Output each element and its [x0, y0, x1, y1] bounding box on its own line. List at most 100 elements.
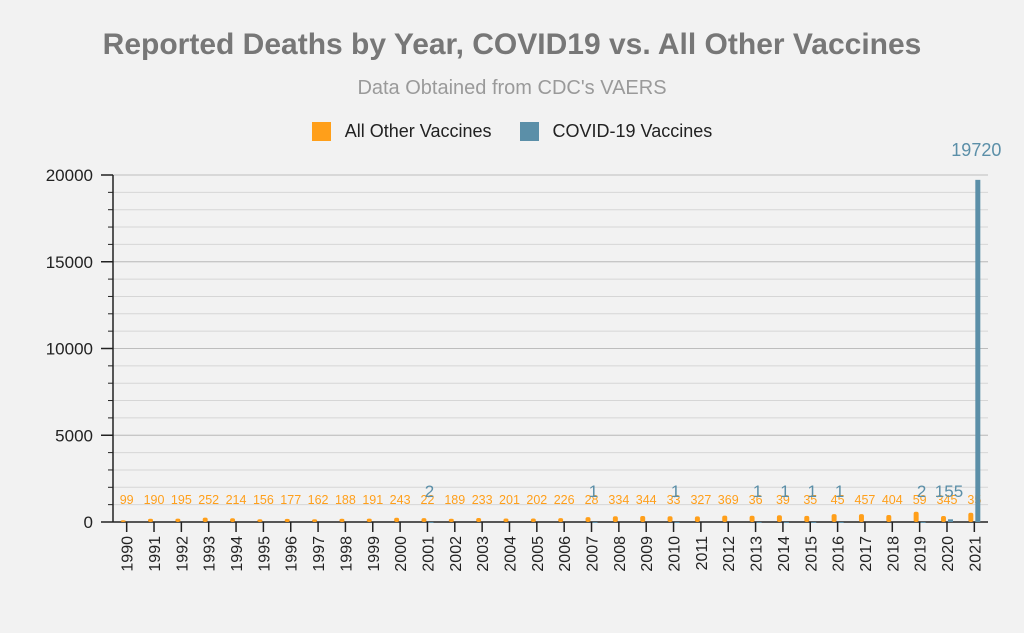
bar-covid — [920, 521, 926, 523]
bar-other — [284, 518, 290, 522]
x-tick-label: 2008 — [612, 536, 629, 572]
data-label-other: 28 — [585, 493, 599, 507]
bar-other — [394, 517, 400, 522]
y-tick-label: 5000 — [55, 426, 93, 445]
bar-other — [640, 516, 646, 522]
x-tick-label: 2009 — [639, 536, 656, 572]
bar-covid — [674, 521, 680, 523]
bar-covid — [428, 521, 434, 523]
bar-other — [968, 512, 974, 522]
x-tick-label: 2004 — [502, 536, 519, 572]
data-label-other: 404 — [882, 493, 903, 507]
x-tick-label: 1991 — [147, 536, 164, 572]
bar-covid — [975, 179, 981, 522]
data-label-other: 233 — [472, 493, 493, 507]
legend-swatch-covid — [519, 122, 539, 141]
bar-covid — [592, 521, 598, 523]
data-label-covid: 1 — [589, 482, 598, 501]
bar-other — [530, 518, 536, 522]
x-tick-label: 2001 — [420, 536, 437, 572]
data-label-other: 195 — [171, 493, 192, 507]
bar-other — [585, 517, 591, 522]
data-label-other: 345 — [937, 493, 958, 507]
data-label-other: 22 — [421, 493, 435, 507]
data-label-other: 177 — [280, 493, 301, 507]
bar-other — [148, 518, 154, 522]
bar-other — [230, 518, 236, 522]
data-label-other: 99 — [120, 493, 134, 507]
x-tick-label: 1992 — [174, 536, 191, 572]
bar-other — [722, 515, 728, 522]
bar-other — [858, 514, 864, 522]
x-tick-label: 2005 — [530, 536, 547, 572]
x-tick-label: 2018 — [885, 536, 902, 572]
x-tick-label: 2006 — [557, 536, 574, 572]
y-tick-label: 15000 — [46, 253, 93, 272]
x-tick-label: 2012 — [721, 536, 738, 572]
x-tick-label: 2020 — [940, 536, 957, 572]
data-label-covid: 1 — [753, 482, 762, 501]
data-label-other: 243 — [390, 493, 411, 507]
data-label-other: 327 — [690, 493, 711, 507]
data-label-other: 214 — [226, 493, 247, 507]
bar-other — [366, 518, 372, 522]
bar-other — [503, 518, 509, 522]
data-label-other: 226 — [554, 493, 575, 507]
x-tick-label: 2014 — [776, 536, 793, 572]
bar-other — [120, 520, 126, 522]
x-tick-label: 2010 — [667, 536, 684, 572]
bar-other — [476, 517, 482, 522]
x-tick-label: 1993 — [202, 536, 219, 572]
legend-label-covid: COVID-19 Vaccines — [552, 121, 713, 141]
x-tick-label: 2013 — [749, 536, 766, 572]
x-tick-label: 2016 — [831, 536, 848, 572]
data-label-covid: 155 — [935, 482, 963, 501]
bar-covid — [838, 521, 844, 523]
legend-item-covid[interactable]: COVID-19 Vaccines — [519, 121, 713, 142]
x-tick-label: 2003 — [475, 536, 492, 572]
y-tick-label: 10000 — [46, 340, 93, 359]
x-tick-label: 2017 — [858, 536, 875, 572]
bar-covid — [783, 521, 789, 523]
data-label-other: 33 — [667, 493, 681, 507]
bar-other — [749, 515, 755, 522]
data-label-other: 190 — [144, 493, 165, 507]
data-label-other: 191 — [362, 493, 383, 507]
data-label-covid: 1 — [671, 482, 680, 501]
x-tick-label: 2011 — [694, 536, 711, 571]
bar-other — [257, 519, 263, 522]
legend-item-other[interactable]: All Other Vaccines — [311, 121, 492, 142]
data-label-other: 156 — [253, 493, 274, 507]
x-tick-label: 1996 — [284, 536, 301, 572]
data-label-other: 39 — [776, 493, 790, 507]
data-label-other: 457 — [855, 493, 876, 507]
bar-other — [940, 516, 946, 522]
data-label-other: 36 — [749, 493, 763, 507]
bar-other — [831, 514, 837, 522]
bar-other — [667, 516, 673, 522]
bar-other — [421, 518, 427, 522]
bar-other — [886, 514, 892, 522]
bar-other — [558, 518, 564, 522]
chart-subtitle: Data Obtained from CDC's VAERS — [357, 77, 667, 99]
bar-covid — [756, 521, 762, 523]
x-tick-label: 1995 — [256, 536, 273, 572]
x-tick-label: 2007 — [585, 536, 602, 572]
x-tick-label: 2021 — [967, 536, 984, 572]
bar-covid — [947, 519, 953, 522]
data-label-other: 189 — [444, 493, 465, 507]
bar-other — [694, 516, 700, 522]
bar-other — [339, 518, 345, 522]
data-label-other: 252 — [198, 493, 219, 507]
bar-other — [175, 518, 181, 522]
data-label-other: 369 — [718, 493, 739, 507]
data-label-covid: 2 — [917, 482, 926, 501]
x-tick-label: 2015 — [803, 536, 820, 572]
bar-other — [776, 515, 782, 522]
x-tick-label: 2000 — [393, 536, 410, 572]
x-tick-label: 1999 — [366, 536, 383, 572]
data-label-other: 162 — [308, 493, 329, 507]
y-tick-label: 0 — [84, 513, 93, 532]
data-label-covid: 2 — [425, 482, 434, 501]
